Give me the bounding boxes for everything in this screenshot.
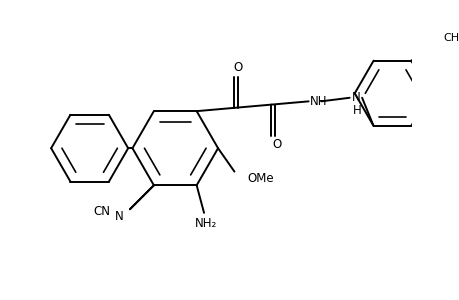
Text: NH₂: NH₂ xyxy=(194,217,217,230)
Text: H: H xyxy=(353,104,361,117)
Text: N: N xyxy=(351,91,359,104)
Text: OMe: OMe xyxy=(246,172,273,185)
Text: NH: NH xyxy=(310,95,327,108)
Text: CH₃: CH₃ xyxy=(442,32,459,43)
Text: N: N xyxy=(115,210,123,223)
Text: O: O xyxy=(271,138,280,151)
Text: O: O xyxy=(233,61,242,74)
Text: CN: CN xyxy=(93,205,110,218)
